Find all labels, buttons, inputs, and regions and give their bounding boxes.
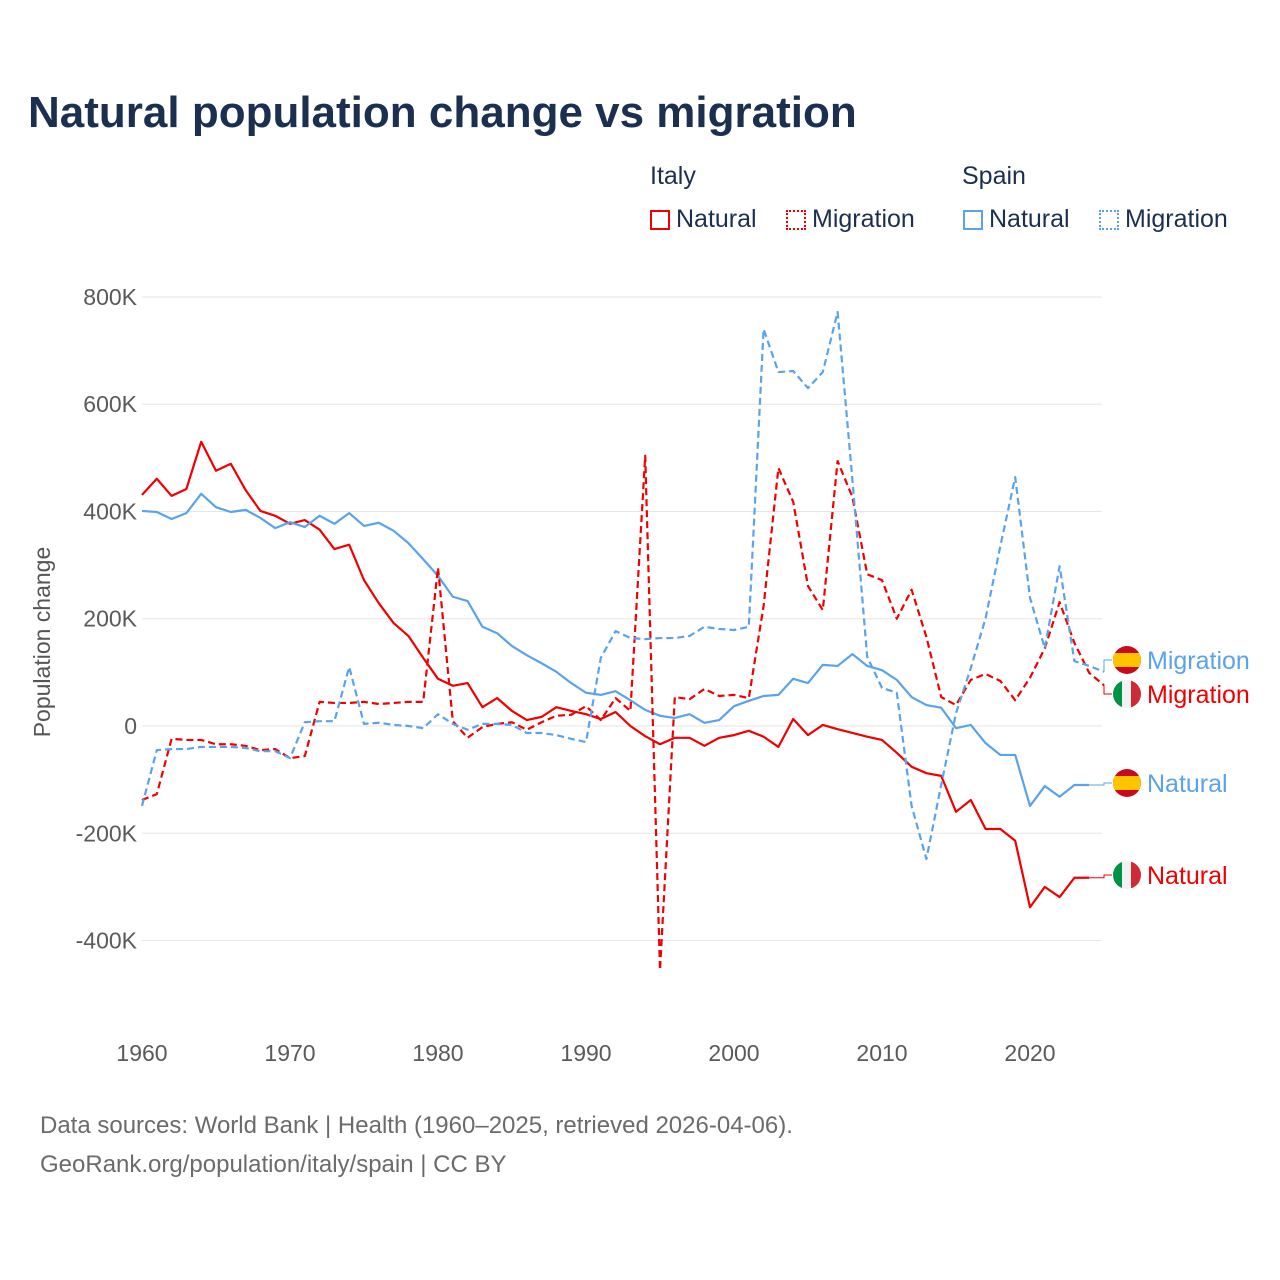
legend-spain-natural[interactable]: Natural	[963, 205, 1070, 234]
legend-swatch-dotted	[1099, 209, 1119, 230]
footer-sources: Data sources: World Bank | Health (1960–…	[40, 1112, 793, 1139]
series-line-italy-natural[interactable]	[141, 440, 1090, 909]
x-tick-label: 1980	[412, 1040, 463, 1066]
footer-link[interactable]: GeoRank.org/population/italy/spain | CC …	[40, 1151, 507, 1178]
legend-swatch-dotted	[786, 209, 806, 230]
x-tick-label: 1960	[116, 1040, 167, 1066]
label-connector	[1089, 782, 1112, 786]
legend-label: Natural	[676, 205, 757, 233]
legend-italy-natural[interactable]: Natural	[650, 205, 757, 234]
y-tick-label: 200K	[83, 606, 137, 632]
y-tick-label: 800K	[83, 284, 137, 310]
y-axis-label: Population change	[29, 547, 55, 738]
x-tick-label: 2000	[708, 1040, 759, 1066]
x-tick-label: 1990	[560, 1040, 611, 1066]
legend-italy-migration[interactable]: Migration	[786, 205, 915, 234]
legend-swatch-solid	[963, 209, 983, 230]
legend-group-italy: Italy	[650, 162, 696, 190]
label-connector	[1103, 685, 1112, 695]
x-tick-label: 2020	[1004, 1040, 1055, 1066]
y-tick-label: -200K	[76, 820, 138, 846]
label-connector	[1103, 659, 1112, 672]
italy-flag-icon	[1113, 680, 1141, 708]
legend-group-spain: Spain	[962, 162, 1026, 190]
y-tick-label: -400K	[76, 928, 138, 954]
legend-label: Migration	[812, 205, 915, 233]
legend-label: Natural	[989, 205, 1070, 233]
italy-flag-icon	[1113, 861, 1141, 889]
series-line-spain-natural[interactable]	[141, 492, 1090, 808]
series-line-italy-migration[interactable]	[141, 454, 1105, 972]
legend-spain-migration[interactable]: Migration	[1099, 205, 1228, 234]
footer: Data sources: World Bank | Health (1960–…	[40, 1106, 793, 1184]
end-label: Migration	[1147, 647, 1250, 675]
end-label: Migration	[1147, 681, 1250, 709]
y-tick-label: 600K	[83, 391, 137, 417]
end-label: Natural	[1147, 770, 1228, 798]
legend-swatch-solid	[650, 209, 670, 230]
y-tick-label: 0	[124, 713, 137, 739]
label-connector	[1089, 874, 1112, 879]
legend-label: Migration	[1125, 205, 1228, 233]
end-label: Natural	[1147, 862, 1228, 890]
spain-flag-icon	[1113, 769, 1141, 797]
x-tick-label: 2010	[856, 1040, 907, 1066]
y-tick-label: 400K	[83, 498, 137, 524]
spain-flag-icon	[1113, 646, 1141, 674]
x-tick-label: 1970	[264, 1040, 315, 1066]
chart-title: Natural population change vs migration	[28, 88, 857, 137]
series-line-spain-migration[interactable]	[140, 310, 1105, 861]
